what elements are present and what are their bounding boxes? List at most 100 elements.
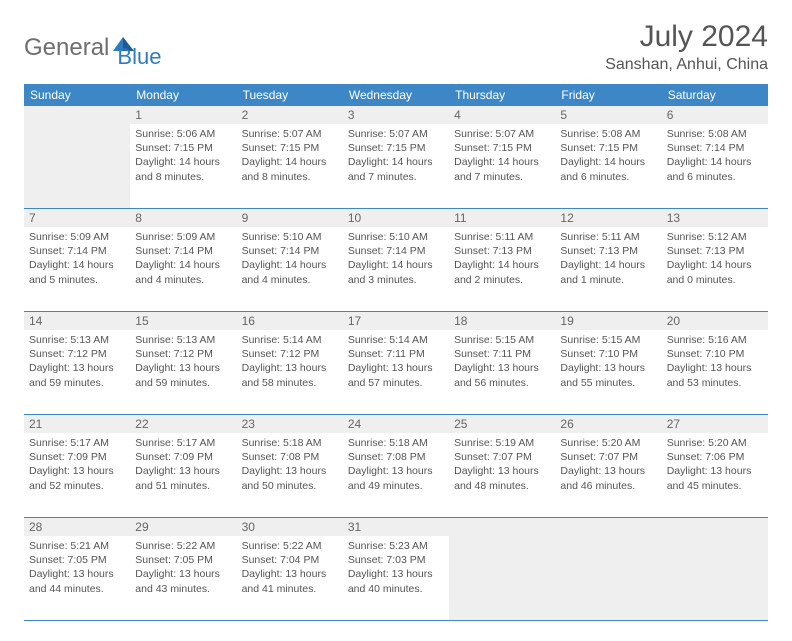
day-cell: Sunrise: 5:07 AMSunset: 7:15 PMDaylight:… [343, 124, 449, 208]
day-cell: Sunrise: 5:06 AMSunset: 7:15 PMDaylight:… [130, 124, 236, 208]
daylight-text: Daylight: 13 hours and 56 minutes. [454, 361, 550, 389]
daylight-text: Daylight: 13 hours and 50 minutes. [242, 464, 338, 492]
day-number: 7 [24, 209, 130, 227]
day-number: 26 [555, 415, 661, 433]
sunrise-text: Sunrise: 5:15 AM [560, 333, 656, 347]
sunrise-text: Sunrise: 5:13 AM [135, 333, 231, 347]
day-cell: Sunrise: 5:11 AMSunset: 7:13 PMDaylight:… [449, 227, 555, 311]
week-row: Sunrise: 5:09 AMSunset: 7:14 PMDaylight:… [24, 227, 768, 312]
sunset-text: Sunset: 7:15 PM [242, 141, 338, 155]
daylight-text: Daylight: 13 hours and 46 minutes. [560, 464, 656, 492]
sunset-text: Sunset: 7:11 PM [348, 347, 444, 361]
weekday-header: Wednesday [343, 84, 449, 106]
day-cell: Sunrise: 5:19 AMSunset: 7:07 PMDaylight:… [449, 433, 555, 517]
weekday-header: Tuesday [237, 84, 343, 106]
sunrise-text: Sunrise: 5:17 AM [135, 436, 231, 450]
day-cell: Sunrise: 5:16 AMSunset: 7:10 PMDaylight:… [662, 330, 768, 414]
day-cell: Sunrise: 5:09 AMSunset: 7:14 PMDaylight:… [130, 227, 236, 311]
sunset-text: Sunset: 7:04 PM [242, 553, 338, 567]
day-cell: Sunrise: 5:07 AMSunset: 7:15 PMDaylight:… [237, 124, 343, 208]
day-number: 18 [449, 312, 555, 330]
daylight-text: Daylight: 13 hours and 41 minutes. [242, 567, 338, 595]
month-title: July 2024 [605, 20, 768, 54]
day-number: 31 [343, 518, 449, 536]
day-cell: Sunrise: 5:20 AMSunset: 7:07 PMDaylight:… [555, 433, 661, 517]
day-number: 14 [24, 312, 130, 330]
sunset-text: Sunset: 7:12 PM [242, 347, 338, 361]
sunrise-text: Sunrise: 5:20 AM [560, 436, 656, 450]
weekday-header: Saturday [662, 84, 768, 106]
daylight-text: Daylight: 14 hours and 2 minutes. [454, 258, 550, 286]
sunrise-text: Sunrise: 5:07 AM [242, 127, 338, 141]
day-number: 23 [237, 415, 343, 433]
sunset-text: Sunset: 7:07 PM [454, 450, 550, 464]
day-number-row: 28293031 [24, 518, 768, 536]
day-number-row: 123456 [24, 106, 768, 124]
day-number: 16 [237, 312, 343, 330]
day-cell [24, 124, 130, 208]
sunrise-text: Sunrise: 5:22 AM [242, 539, 338, 553]
day-cell: Sunrise: 5:10 AMSunset: 7:14 PMDaylight:… [237, 227, 343, 311]
day-number: 28 [24, 518, 130, 536]
sunset-text: Sunset: 7:07 PM [560, 450, 656, 464]
sunrise-text: Sunrise: 5:15 AM [454, 333, 550, 347]
daylight-text: Daylight: 14 hours and 7 minutes. [348, 155, 444, 183]
day-number: 20 [662, 312, 768, 330]
sunrise-text: Sunrise: 5:08 AM [560, 127, 656, 141]
week-row: Sunrise: 5:17 AMSunset: 7:09 PMDaylight:… [24, 433, 768, 518]
day-cell [555, 536, 661, 620]
daylight-text: Daylight: 13 hours and 55 minutes. [560, 361, 656, 389]
day-number: 27 [662, 415, 768, 433]
day-number: 2 [237, 106, 343, 124]
sunrise-text: Sunrise: 5:22 AM [135, 539, 231, 553]
daylight-text: Daylight: 13 hours and 43 minutes. [135, 567, 231, 595]
day-number: 9 [237, 209, 343, 227]
daylight-text: Daylight: 13 hours and 45 minutes. [667, 464, 763, 492]
weekday-header: Thursday [449, 84, 555, 106]
day-cell: Sunrise: 5:07 AMSunset: 7:15 PMDaylight:… [449, 124, 555, 208]
day-number: 5 [555, 106, 661, 124]
day-number [555, 518, 661, 536]
daylight-text: Daylight: 14 hours and 0 minutes. [667, 258, 763, 286]
day-cell: Sunrise: 5:15 AMSunset: 7:11 PMDaylight:… [449, 330, 555, 414]
day-number: 8 [130, 209, 236, 227]
sunrise-text: Sunrise: 5:09 AM [135, 230, 231, 244]
sunrise-text: Sunrise: 5:07 AM [454, 127, 550, 141]
day-cell: Sunrise: 5:15 AMSunset: 7:10 PMDaylight:… [555, 330, 661, 414]
sunset-text: Sunset: 7:14 PM [29, 244, 125, 258]
sunrise-text: Sunrise: 5:23 AM [348, 539, 444, 553]
daylight-text: Daylight: 13 hours and 57 minutes. [348, 361, 444, 389]
day-number: 4 [449, 106, 555, 124]
day-cell: Sunrise: 5:11 AMSunset: 7:13 PMDaylight:… [555, 227, 661, 311]
day-number: 22 [130, 415, 236, 433]
daylight-text: Daylight: 13 hours and 58 minutes. [242, 361, 338, 389]
daylight-text: Daylight: 14 hours and 5 minutes. [29, 258, 125, 286]
sunset-text: Sunset: 7:06 PM [667, 450, 763, 464]
sunset-text: Sunset: 7:15 PM [560, 141, 656, 155]
daylight-text: Daylight: 14 hours and 8 minutes. [242, 155, 338, 183]
daylight-text: Daylight: 13 hours and 40 minutes. [348, 567, 444, 595]
day-number: 15 [130, 312, 236, 330]
sunset-text: Sunset: 7:08 PM [348, 450, 444, 464]
day-cell: Sunrise: 5:12 AMSunset: 7:13 PMDaylight:… [662, 227, 768, 311]
sunset-text: Sunset: 7:14 PM [667, 141, 763, 155]
day-number: 12 [555, 209, 661, 227]
daylight-text: Daylight: 14 hours and 7 minutes. [454, 155, 550, 183]
sunset-text: Sunset: 7:13 PM [667, 244, 763, 258]
sunset-text: Sunset: 7:08 PM [242, 450, 338, 464]
week-row: Sunrise: 5:06 AMSunset: 7:15 PMDaylight:… [24, 124, 768, 209]
sunset-text: Sunset: 7:13 PM [454, 244, 550, 258]
sunrise-text: Sunrise: 5:14 AM [348, 333, 444, 347]
sunset-text: Sunset: 7:15 PM [135, 141, 231, 155]
daylight-text: Daylight: 13 hours and 48 minutes. [454, 464, 550, 492]
sunrise-text: Sunrise: 5:21 AM [29, 539, 125, 553]
day-number: 25 [449, 415, 555, 433]
day-cell: Sunrise: 5:18 AMSunset: 7:08 PMDaylight:… [343, 433, 449, 517]
day-cell: Sunrise: 5:17 AMSunset: 7:09 PMDaylight:… [130, 433, 236, 517]
daylight-text: Daylight: 14 hours and 3 minutes. [348, 258, 444, 286]
daylight-text: Daylight: 14 hours and 6 minutes. [667, 155, 763, 183]
sunrise-text: Sunrise: 5:06 AM [135, 127, 231, 141]
sunrise-text: Sunrise: 5:11 AM [560, 230, 656, 244]
daylight-text: Daylight: 13 hours and 59 minutes. [135, 361, 231, 389]
day-number: 17 [343, 312, 449, 330]
